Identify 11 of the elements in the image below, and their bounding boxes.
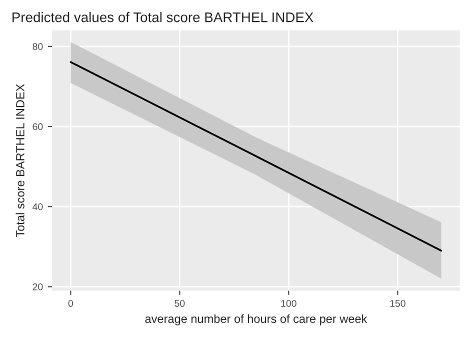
x-tick-label: 150	[390, 300, 406, 307]
y-tick-label: 60	[32, 123, 43, 130]
x-axis-title: average number of hours of care per week	[145, 314, 368, 326]
y-tick-label: 80	[32, 43, 43, 50]
y-axis-title: Total score BARTHEL INDEX	[16, 84, 24, 238]
y-tick-label: 40	[32, 203, 43, 210]
x-tick-label: 100	[281, 300, 296, 307]
chart-title: Predicted values of Total score BARTHEL INDEX	[12, 12, 314, 22]
x-tick-label: 0	[68, 300, 73, 307]
y-tick-label: 20	[32, 283, 43, 290]
x-tick-label: 50	[174, 300, 185, 307]
